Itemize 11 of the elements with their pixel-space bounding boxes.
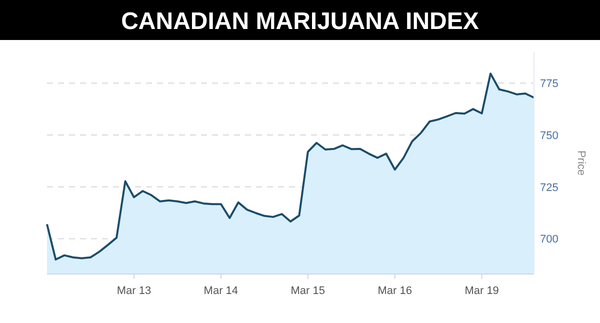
x-tick-label: Mar 19 bbox=[464, 285, 499, 297]
x-tick-label: Mar 13 bbox=[116, 285, 152, 297]
y-axis-title: Price bbox=[575, 150, 587, 176]
chart-title: CANADIAN MARIJUANA INDEX bbox=[121, 8, 479, 35]
x-tick-label: Mar 15 bbox=[290, 285, 326, 297]
y-tick-label: 750 bbox=[540, 130, 558, 142]
y-tick-label: 775 bbox=[540, 78, 558, 90]
y-tick-label: 700 bbox=[540, 234, 558, 246]
y-tick-label: 725 bbox=[540, 182, 558, 194]
x-tick-label: Mar 16 bbox=[378, 285, 412, 297]
x-tick-label: Mar 14 bbox=[204, 285, 238, 297]
